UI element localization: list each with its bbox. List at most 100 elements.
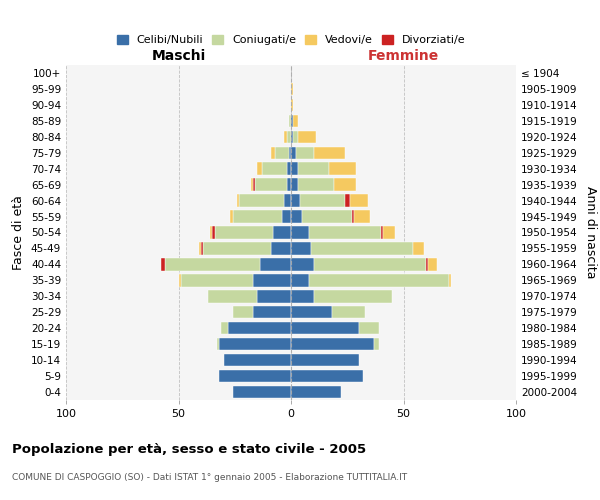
Bar [293,130,298,143]
Bar [161,258,165,270]
Bar [291,146,296,159]
Bar [273,226,291,238]
Bar [221,322,228,334]
Bar [383,226,395,238]
Bar [352,210,354,223]
Bar [237,194,239,207]
Bar [284,194,291,207]
Bar [215,226,273,238]
Bar [251,178,253,191]
Bar [179,274,181,286]
Bar [271,242,291,254]
Bar [228,322,291,334]
Bar [233,386,291,398]
Bar [253,306,291,318]
Bar [309,274,449,286]
Bar [201,242,203,254]
Y-axis label: Anni di nascita: Anni di nascita [584,186,597,279]
Bar [233,210,282,223]
Bar [212,226,215,238]
Bar [311,242,413,254]
Bar [233,306,253,318]
Bar [298,130,316,143]
Bar [449,274,451,286]
Bar [271,146,275,159]
Bar [253,178,255,191]
Bar [293,114,298,127]
Bar [257,290,291,302]
Bar [291,258,314,270]
Bar [291,290,314,302]
Bar [345,194,349,207]
Bar [291,354,359,366]
Bar [275,146,289,159]
Bar [302,210,352,223]
Bar [300,194,345,207]
Bar [374,338,379,350]
Text: Femmine: Femmine [368,48,439,62]
Bar [291,226,309,238]
Text: Popolazione per età, sesso e stato civile - 2005: Popolazione per età, sesso e stato civil… [12,442,366,456]
Bar [287,162,291,175]
Bar [291,370,363,382]
Bar [208,290,257,302]
Bar [349,194,367,207]
Bar [230,210,233,223]
Bar [291,98,293,111]
Bar [291,386,341,398]
Bar [199,242,201,254]
Bar [298,162,329,175]
Bar [291,242,311,254]
Bar [291,82,293,95]
Bar [381,226,383,238]
Bar [291,338,374,350]
Legend: Celibi/Nubili, Coniugati/e, Vedovi/e, Divorziati/e: Celibi/Nubili, Coniugati/e, Vedovi/e, Di… [112,30,470,50]
Bar [291,194,300,207]
Y-axis label: Fasce di età: Fasce di età [13,195,25,270]
Bar [354,210,370,223]
Bar [181,274,253,286]
Bar [291,322,359,334]
Bar [262,162,287,175]
Bar [287,130,291,143]
Bar [291,114,293,127]
Bar [219,370,291,382]
Bar [359,322,379,334]
Bar [426,258,428,270]
Bar [291,130,293,143]
Bar [257,162,262,175]
Bar [291,274,309,286]
Bar [255,178,287,191]
Bar [203,242,271,254]
Bar [260,258,291,270]
Bar [309,226,381,238]
Bar [413,242,424,254]
Bar [253,274,291,286]
Bar [223,354,291,366]
Bar [282,210,291,223]
Bar [287,178,291,191]
Bar [428,258,437,270]
Text: Maschi: Maschi [151,48,206,62]
Bar [219,338,291,350]
Bar [165,258,260,270]
Bar [291,178,298,191]
Bar [291,210,302,223]
Bar [329,162,356,175]
Bar [314,146,345,159]
Bar [210,226,212,238]
Bar [314,258,426,270]
Bar [289,146,291,159]
Bar [239,194,284,207]
Bar [334,178,356,191]
Bar [314,290,392,302]
Bar [291,162,298,175]
Bar [296,146,314,159]
Bar [298,178,334,191]
Bar [291,306,331,318]
Bar [331,306,365,318]
Text: COMUNE DI CASPOGGIO (SO) - Dati ISTAT 1° gennaio 2005 - Elaborazione TUTTITALIA.: COMUNE DI CASPOGGIO (SO) - Dati ISTAT 1°… [12,472,407,482]
Bar [289,114,291,127]
Bar [217,338,219,350]
Bar [284,130,287,143]
